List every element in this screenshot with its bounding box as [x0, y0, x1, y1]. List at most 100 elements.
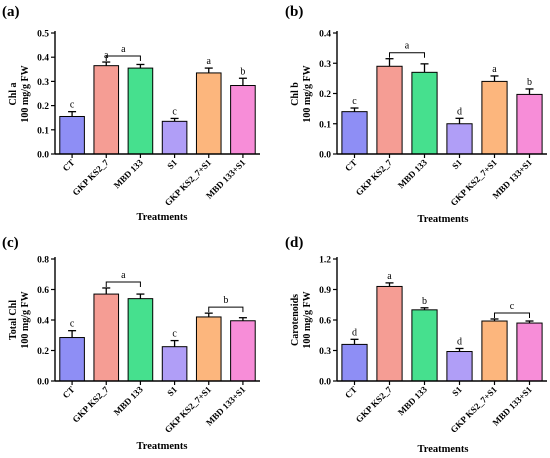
bar: [127, 67, 154, 155]
significance-letter: c: [352, 96, 357, 107]
bar: [411, 309, 438, 382]
group-significance-letter: a: [121, 270, 126, 281]
x-axis-title: Treatments: [137, 441, 188, 452]
bar: [446, 351, 473, 382]
category-label: MBD 133: [112, 384, 145, 417]
category-label: GKP KS2_7: [354, 157, 394, 197]
y-axis-title: Chl a100 mg/g FW: [8, 65, 31, 122]
group-significance-letter: a: [121, 44, 126, 55]
y-tick-label: 0.0: [37, 151, 49, 161]
x-axis-title: Treatments: [418, 214, 469, 225]
chart-panel-1: (a)Chl a100 mg/g FW cacaba0.00.10.20.30.4…: [2, 4, 260, 223]
significance-letter: c: [172, 106, 177, 117]
y-axis-title: Carotenoids100 mg/g FW: [290, 291, 313, 348]
group-bracket: [105, 55, 141, 62]
bar: [411, 71, 438, 155]
category-label: GKP KS2_7: [71, 384, 111, 424]
group-bracket: [208, 306, 244, 313]
chart-panel-3: (c) Total Chl100 mg/g FW c c a b 0.0 0.2 0.4 0.6 0…: [2, 235, 260, 452]
y-tick-label: 0.8: [37, 256, 49, 266]
category-label: S1: [450, 384, 464, 398]
x-axis-title: Treatments: [418, 444, 469, 455]
significance-letter: a: [207, 56, 212, 67]
y-tick-label: 1.2: [319, 256, 331, 266]
y-tick-label: 0.5: [37, 30, 49, 40]
category-label: MBD 133: [112, 157, 145, 190]
y-tick-label: 0.6: [319, 317, 331, 327]
y-tick-label: 0.2: [319, 90, 331, 100]
bar: [446, 123, 473, 155]
y-tick-label: 0.6: [37, 286, 49, 296]
group-bracket: [494, 312, 530, 318]
y-tick-label: 0.4: [37, 317, 49, 327]
bar: [93, 293, 120, 382]
significance-letter: d: [457, 106, 462, 117]
y-axis-title-line: 100 mg/g FW: [302, 65, 313, 122]
y-axis-title-line: Chl b: [290, 82, 301, 106]
bar: [161, 346, 188, 382]
panel-label: (d): [285, 235, 303, 251]
category-label: S1: [165, 384, 179, 398]
significance-letter: a: [492, 64, 497, 75]
chart-panel-4: (d) Carotenoids100 mg/g FW d a b d c 0.0 0.3 0.6 0…: [285, 235, 547, 455]
bar: [341, 111, 368, 155]
significance-letter: c: [70, 319, 75, 330]
y-tick-label: 0.9: [319, 286, 331, 296]
y-tick-label: 0.4: [37, 54, 49, 64]
category-label: CT: [61, 157, 77, 173]
y-tick-label: 0.1: [37, 126, 49, 136]
significance-letter: b: [422, 296, 427, 307]
y-tick-label: 0.3: [37, 78, 49, 88]
y-axis-title: Chl b100 mg/g FW: [290, 65, 313, 122]
y-tick-label: 0.3: [319, 60, 331, 70]
bar: [376, 285, 403, 382]
panel-label: (b): [285, 4, 303, 20]
group-bracket: [389, 52, 425, 58]
x-axis-title: Treatments: [137, 212, 188, 223]
y-tick-label: 0.0: [319, 378, 331, 388]
category-label: S1: [450, 157, 464, 171]
bar: [376, 65, 403, 155]
y-axis-title-line: Total Chl: [8, 300, 19, 340]
y-axis-title-line: 100 mg/g FW: [20, 65, 31, 122]
y-tick-label: 0.1: [319, 120, 331, 130]
bar: [59, 115, 85, 155]
bar: [481, 80, 508, 155]
category-label: GKP KS2_7: [354, 384, 394, 424]
category-label: GKP KS2_7: [71, 157, 111, 197]
significance-letter: c: [172, 329, 177, 340]
group-significance-letter: b: [223, 295, 228, 306]
significance-letter: d: [352, 327, 357, 338]
group-bracket: [105, 281, 141, 287]
panel-label: (a): [2, 4, 20, 20]
significance-letter: b: [240, 66, 245, 77]
bar: [127, 298, 154, 382]
bar: [516, 322, 543, 382]
y-tick-label: 0.0: [319, 151, 331, 161]
y-tick-label: 0.0: [37, 378, 49, 388]
bar: [93, 65, 120, 155]
bar: [481, 320, 508, 382]
category-label: MBD 133: [396, 384, 429, 417]
significance-letter: c: [70, 100, 75, 111]
significance-letter: a: [387, 271, 392, 282]
group-significance-letter: c: [510, 301, 515, 312]
significance-letter: d: [457, 336, 462, 347]
panel-label: (c): [2, 235, 19, 251]
bar: [230, 85, 256, 155]
bar: [230, 320, 256, 382]
y-axis-title: Total Chl100 mg/g FW: [8, 291, 31, 348]
y-axis-title-line: 100 mg/g FW: [302, 291, 313, 348]
y-tick-label: 0.2: [37, 347, 49, 357]
bar: [195, 72, 222, 155]
y-axis-title-line: 100 mg/g FW: [20, 291, 31, 348]
bar: [161, 120, 188, 155]
category-label: S1: [165, 157, 179, 171]
category-label: CT: [343, 157, 359, 173]
y-tick-label: 0.2: [37, 102, 49, 112]
y-axis-title-line: Carotenoids: [290, 294, 301, 346]
bar: [195, 316, 222, 382]
category-label: CT: [61, 384, 77, 400]
significance-letter: b: [527, 77, 532, 88]
bar: [341, 343, 368, 382]
